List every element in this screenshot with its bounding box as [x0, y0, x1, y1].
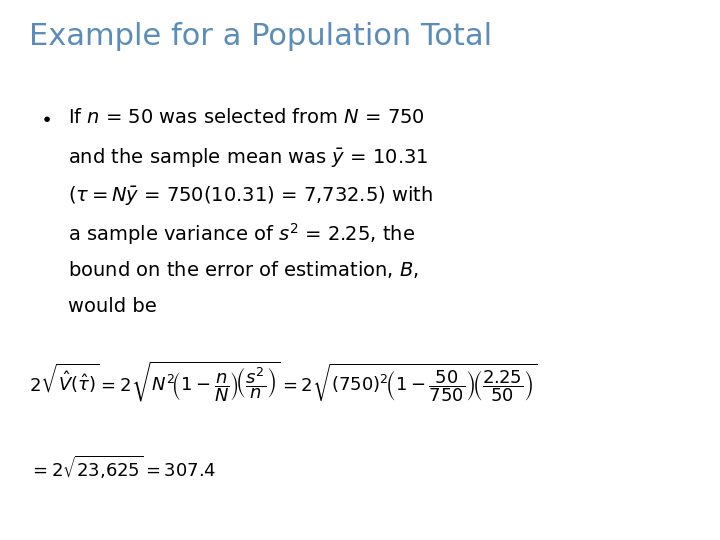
Text: Example for a Population Total: Example for a Population Total — [29, 22, 492, 51]
Text: $\bullet$: $\bullet$ — [40, 108, 50, 127]
Text: If $n$ = 50 was selected from $N$ = 750: If $n$ = 50 was selected from $N$ = 750 — [68, 108, 426, 127]
Text: bound on the error of estimation, $B$,: bound on the error of estimation, $B$, — [68, 259, 420, 280]
Text: $= 2\sqrt{23{,}625} = 307.4$: $= 2\sqrt{23{,}625} = 307.4$ — [29, 454, 216, 481]
Text: $(\tau = N\bar{y}$ = 750(10.31) = 7,732.5) with: $(\tau = N\bar{y}$ = 750(10.31) = 7,732.… — [68, 184, 433, 207]
Text: and the sample mean was $\bar{y}$ = 10.31: and the sample mean was $\bar{y}$ = 10.3… — [68, 146, 428, 169]
Text: would be: would be — [68, 297, 157, 316]
Text: a sample variance of $s^{2}$ = 2.25, the: a sample variance of $s^{2}$ = 2.25, the — [68, 221, 415, 247]
Text: $2\sqrt{\hat{V}(\hat{\tau})} = 2\sqrt{N^2\!\left(1-\dfrac{n}{N}\right)\!\left(\d: $2\sqrt{\hat{V}(\hat{\tau})} = 2\sqrt{N^… — [29, 359, 537, 404]
